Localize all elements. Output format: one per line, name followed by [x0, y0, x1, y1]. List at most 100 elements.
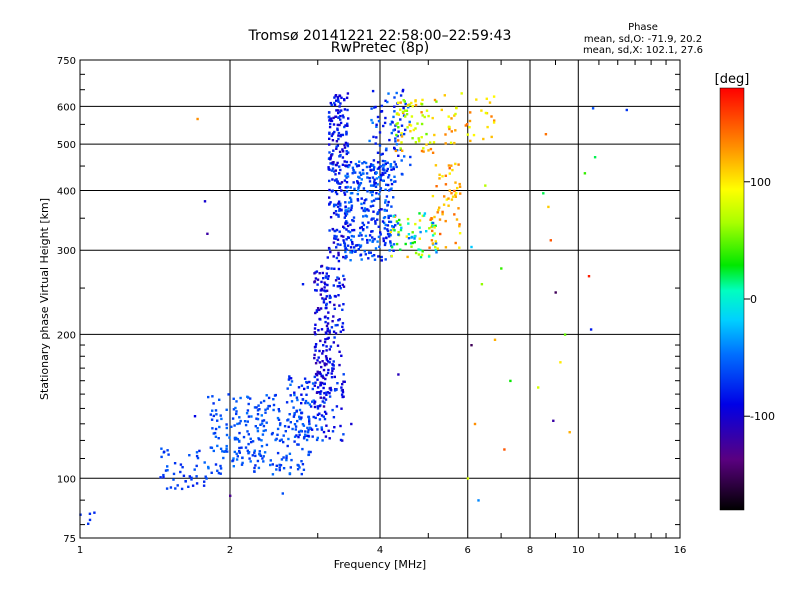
echo-point: [362, 223, 366, 227]
echo-point: [305, 393, 308, 396]
echo-point: [320, 287, 323, 291]
echo-point: [399, 248, 402, 251]
echo-point: [288, 452, 292, 455]
echo-point: [323, 340, 327, 344]
echo-point: [421, 114, 424, 117]
echo-point: [324, 398, 328, 401]
echo-point: [331, 161, 334, 164]
echo-point: [247, 415, 251, 418]
echo-point: [368, 239, 372, 242]
echo-point: [218, 425, 221, 429]
echo-point: [357, 184, 361, 188]
echo-point: [313, 405, 317, 409]
echo-point: [334, 279, 338, 282]
echo-point: [486, 125, 489, 129]
echo-point: [392, 166, 395, 169]
echo-point: [262, 429, 265, 433]
echo-point: [324, 391, 328, 394]
echo-point: [380, 208, 383, 211]
echo-point: [304, 430, 307, 433]
echo-point: [348, 164, 351, 167]
echo-point: [278, 423, 282, 427]
echo-point: [354, 162, 358, 166]
echo-point: [427, 114, 430, 118]
echo-point: [316, 283, 319, 286]
echo-point: [407, 103, 410, 107]
echo-point: [238, 450, 241, 453]
echo-point: [357, 164, 361, 167]
echo-point: [397, 373, 400, 376]
echo-point: [195, 475, 198, 478]
echo-point: [254, 464, 257, 467]
echo-point: [307, 450, 311, 454]
echo-point: [466, 133, 469, 136]
x-tick-label: 6: [465, 545, 471, 556]
echo-point: [458, 182, 461, 186]
echo-point: [453, 141, 456, 145]
echo-point: [228, 436, 231, 439]
echo-point: [374, 142, 377, 145]
echo-point: [376, 240, 379, 243]
colorbar-tick-label: 0: [750, 293, 757, 306]
echo-point: [438, 173, 441, 176]
echo-point: [399, 228, 403, 232]
echo-point: [360, 197, 363, 200]
echo-point: [333, 237, 336, 240]
echo-point: [315, 374, 319, 377]
echo-point: [323, 392, 326, 395]
echo-point: [304, 433, 307, 436]
echo-point: [260, 439, 263, 442]
echo-point: [377, 225, 380, 228]
echo-point: [332, 367, 335, 370]
echo-point: [333, 130, 336, 134]
echo-point: [343, 98, 346, 101]
echo-point: [279, 464, 283, 467]
echo-point: [205, 477, 208, 480]
echo-point: [256, 409, 260, 412]
echo-point: [361, 168, 365, 172]
echo-point: [329, 162, 332, 165]
echo-point: [468, 119, 472, 123]
echo-point: [277, 418, 281, 421]
echo-point: [349, 259, 352, 262]
echo-point: [319, 390, 323, 393]
echo-point: [331, 133, 334, 136]
echo-point: [328, 229, 331, 232]
echo-point: [222, 456, 225, 460]
echo-point: [297, 430, 301, 433]
echo-point: [246, 420, 249, 423]
echo-point: [362, 187, 366, 190]
echo-point: [432, 141, 436, 144]
echo-point: [313, 400, 317, 403]
echo-point: [374, 247, 378, 250]
echo-point: [354, 250, 357, 253]
echo-point: [342, 255, 345, 259]
echo-point: [392, 214, 395, 218]
echo-point: [325, 295, 328, 298]
echo-point: [295, 396, 299, 399]
echo-point: [326, 329, 329, 333]
echo-point: [375, 123, 378, 126]
echo-point: [191, 484, 195, 487]
echo-point: [283, 425, 287, 428]
echo-point: [212, 414, 215, 418]
chart-title: Tromsø 20141221 22:58:00–22:59:43: [248, 28, 512, 44]
echo-point: [245, 412, 249, 415]
echo-point: [413, 235, 416, 238]
echo-point: [375, 192, 378, 195]
echo-point: [345, 181, 349, 184]
echo-point: [179, 470, 182, 474]
chart-subtitle: RwPretec (8p): [331, 40, 429, 56]
echo-point: [336, 123, 339, 127]
echo-point: [484, 111, 488, 115]
echo-point: [329, 158, 332, 161]
echo-point: [482, 137, 485, 141]
echo-point: [346, 221, 349, 225]
echo-point: [339, 182, 342, 185]
echo-point: [493, 338, 497, 341]
echo-point: [206, 232, 209, 235]
echo-point: [341, 395, 344, 399]
echo-point: [217, 437, 220, 440]
echo-point: [331, 178, 334, 181]
echo-point: [359, 245, 362, 249]
